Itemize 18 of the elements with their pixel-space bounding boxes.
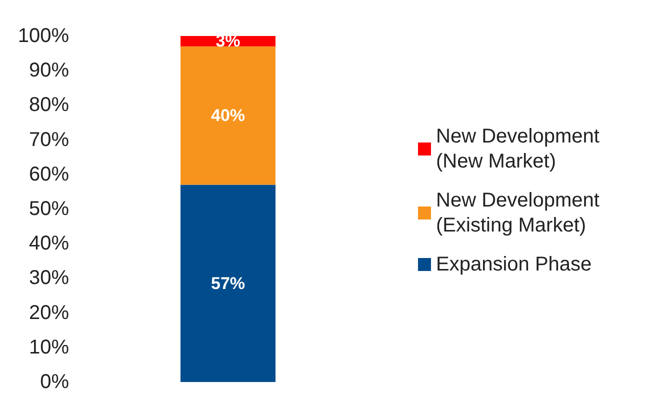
y-tick-label: 20%	[28, 302, 70, 324]
y-tick-label: 10%	[28, 336, 70, 358]
y-tick-label: 100%	[18, 25, 70, 47]
bar	[180, 184, 276, 382]
legend-label: Expansion Phase	[436, 254, 592, 276]
y-tick-label: 90%	[28, 60, 70, 82]
y-tick-label: 50%	[28, 198, 70, 220]
legend-label: New Development (Existing Market)	[436, 190, 600, 236]
data-label: 40%	[210, 106, 246, 126]
data-label: 57%	[210, 274, 246, 293]
bar	[180, 46, 276, 185]
y-tick-label: 0%	[40, 371, 70, 393]
y-tick-label: 70%	[28, 128, 70, 151]
y-tick-label: 80%	[28, 94, 70, 116]
y-tick-label: 30%	[28, 267, 70, 290]
y-tick-label: 60%	[28, 163, 70, 186]
legend-label: New Development (New Market)	[436, 126, 600, 172]
y-tick-label: 40%	[28, 232, 70, 255]
